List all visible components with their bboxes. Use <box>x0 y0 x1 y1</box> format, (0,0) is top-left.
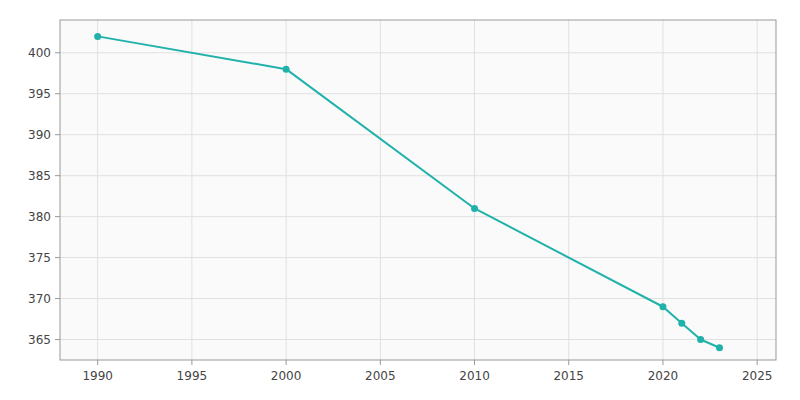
page: {"chart_data": {"type": "line", "x": [19… <box>0 0 800 400</box>
x-tick-label: 2000 <box>271 369 302 383</box>
grid-line-y <box>60 175 776 176</box>
plot-background <box>60 20 776 360</box>
x-tick-label: 2005 <box>365 369 396 383</box>
y-tick <box>55 175 60 176</box>
y-tick <box>55 134 60 135</box>
marker <box>94 33 101 40</box>
grid-line-y <box>60 216 776 217</box>
x-tick-label: 2010 <box>459 369 490 383</box>
grid-line-x <box>568 20 569 360</box>
marker <box>471 205 478 212</box>
grid-line-x <box>191 20 192 360</box>
x-tick-label: 1990 <box>82 369 113 383</box>
x-tick <box>286 360 287 365</box>
x-tick <box>757 360 758 365</box>
data-layer <box>94 33 723 351</box>
x-tick <box>474 360 475 365</box>
y-tick-label: 385 <box>28 169 51 183</box>
chart-svg: 1990 1995 2000 2005 2010 2015 2020 2025 365 370 37… <box>0 0 800 400</box>
y-tick <box>55 93 60 94</box>
grid-line-x <box>97 20 98 360</box>
line <box>98 36 720 347</box>
x-tick <box>191 360 192 365</box>
grid-line-y <box>60 134 776 135</box>
grid-line-x <box>474 20 475 360</box>
y-tick <box>55 257 60 258</box>
grid-line-x <box>380 20 381 360</box>
axes: 1990 1995 2000 2005 2010 2015 2020 2025 365 370 37… <box>28 46 772 383</box>
plot-frame <box>60 20 776 360</box>
y-tick-label: 370 <box>28 292 51 306</box>
chart-container: 1990 1995 2000 2005 2010 2015 2020 2025 365 370 37… <box>0 0 800 400</box>
marker <box>697 336 704 343</box>
grid-line-x <box>757 20 758 360</box>
y-tick-label: 390 <box>28 128 51 142</box>
y-tick <box>55 298 60 299</box>
x-tick-label: 1995 <box>177 369 208 383</box>
x-tick-label: 2025 <box>742 369 773 383</box>
y-tick <box>55 216 60 217</box>
marker <box>678 320 685 327</box>
y-tick-label: 365 <box>28 333 51 347</box>
grid-line-y <box>60 93 776 94</box>
grid-line-y <box>60 298 776 299</box>
grid-line-y <box>60 257 776 258</box>
x-tick <box>97 360 98 365</box>
grid-line-y <box>60 339 776 340</box>
marker <box>283 66 290 73</box>
y-tick <box>55 52 60 53</box>
marker <box>716 344 723 351</box>
x-tick <box>568 360 569 365</box>
y-tick-label: 395 <box>28 87 51 101</box>
x-tick <box>662 360 663 365</box>
y-tick-label: 380 <box>28 210 51 224</box>
y-tick-label: 400 <box>28 46 51 60</box>
x-tick <box>380 360 381 365</box>
marker <box>659 303 666 310</box>
x-tick-label: 2020 <box>648 369 679 383</box>
x-tick-label: 2015 <box>553 369 584 383</box>
grid-line-y <box>60 52 776 53</box>
grid <box>60 20 776 360</box>
y-tick <box>55 339 60 340</box>
y-tick-label: 375 <box>28 251 51 265</box>
